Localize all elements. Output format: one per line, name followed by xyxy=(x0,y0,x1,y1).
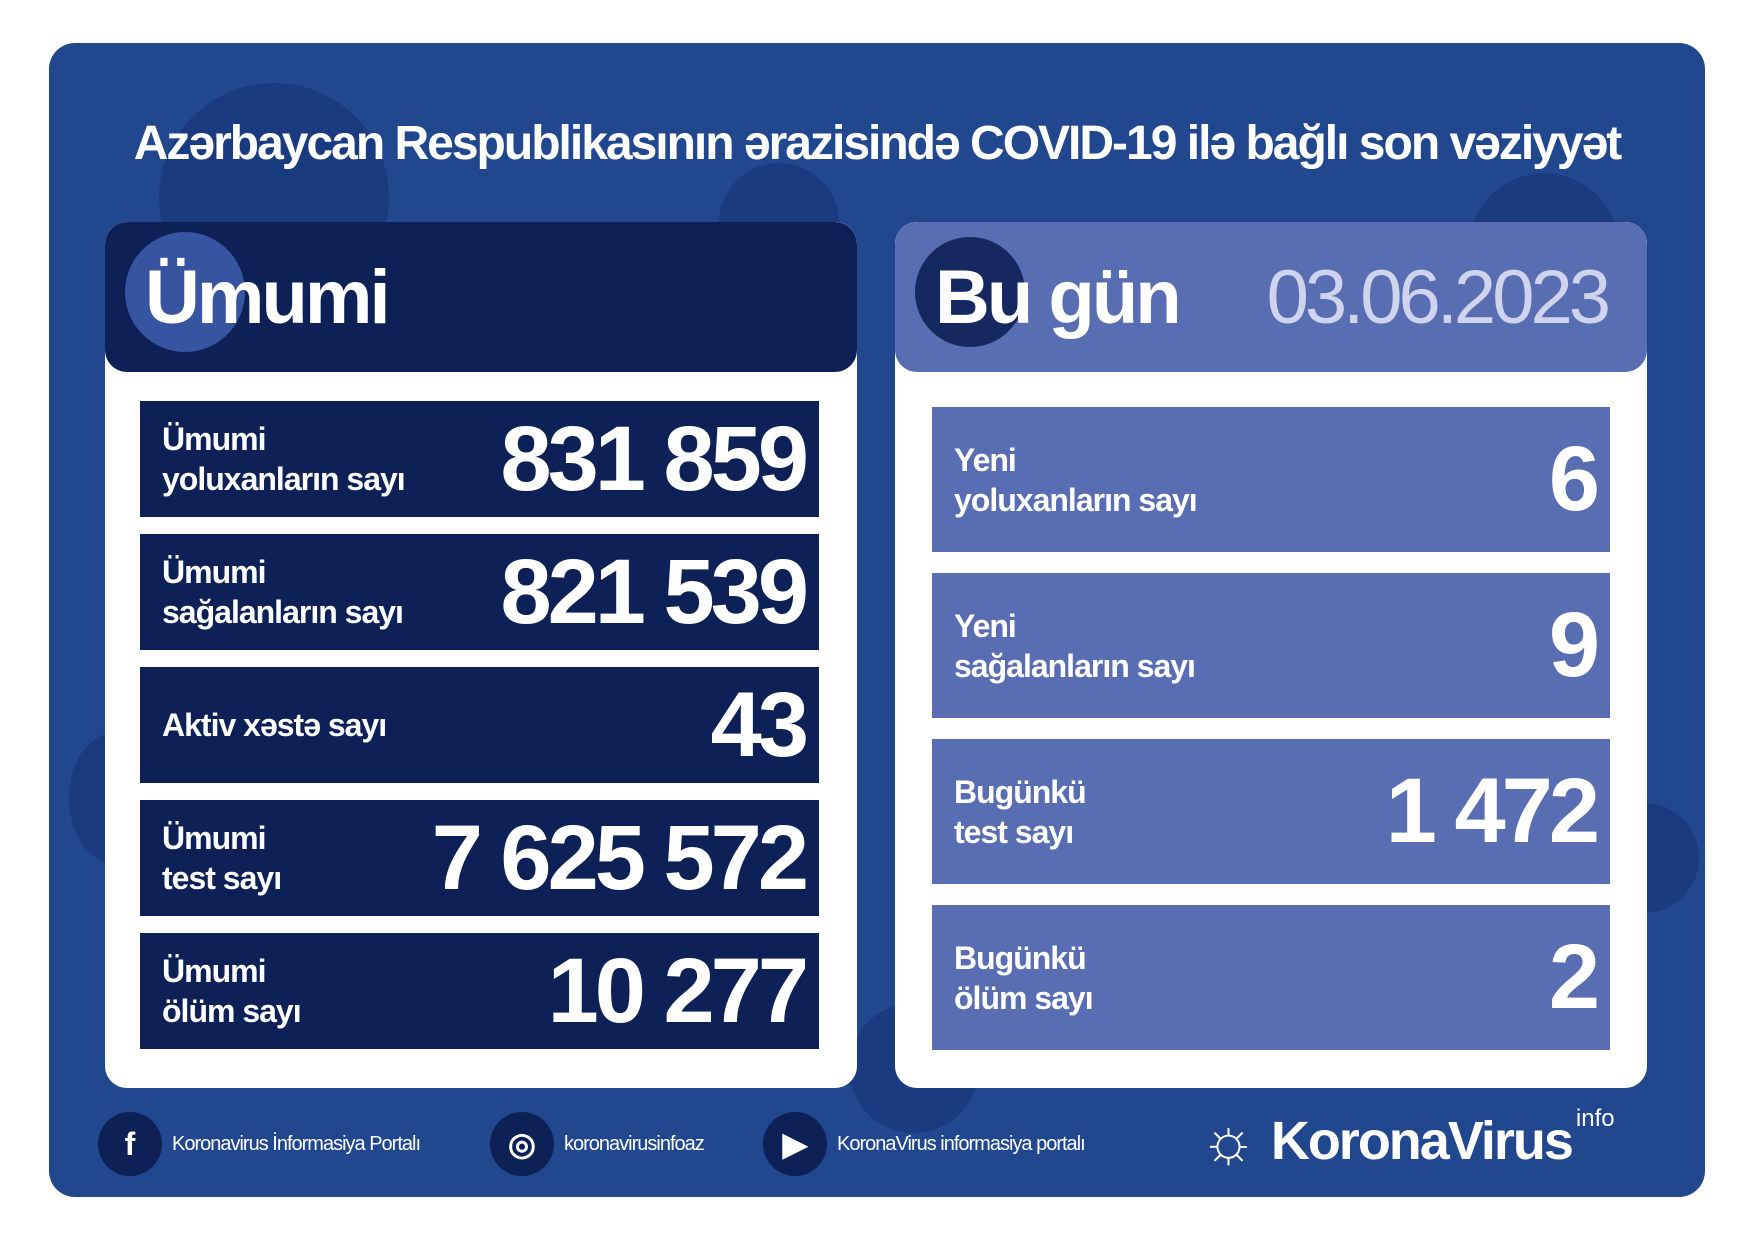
facebook-icon: f xyxy=(98,1112,162,1176)
date-label: 03.06.2023 xyxy=(1266,255,1611,340)
stat-row: Bugünkü ölüm sayı 2 xyxy=(932,905,1610,1050)
instagram-icon: ◎ xyxy=(490,1112,554,1176)
stat-row: Aktiv xəstə sayı 43 xyxy=(140,667,819,783)
stat-row: Ümumi yoluxanların sayı 831 859 xyxy=(140,401,819,517)
stat-row: Ümumi sağalanların sayı 821 539 xyxy=(140,534,819,650)
facebook-link[interactable]: f Koronavirus İnformasiya Portalı xyxy=(98,1112,421,1176)
stat-value: 831 859 xyxy=(500,407,809,510)
total-title: Ümumi xyxy=(145,255,391,340)
total-header: Ümumi xyxy=(105,222,857,372)
total-card: Ümumi Ümumi yoluxanların sayı 831 859 Ümum… xyxy=(105,222,857,1088)
sun-virus-icon: ☼ xyxy=(1200,1106,1257,1175)
stat-value: 6 xyxy=(1548,428,1600,530)
page-title: Azərbaycan Respublikasının ərazisində CO… xyxy=(133,117,1623,170)
stat-row: Ümumi test sayı 7 625 572 xyxy=(140,800,819,916)
stat-row: Yeni sağalanların sayı 9 xyxy=(932,573,1610,718)
stat-value: 7 625 572 xyxy=(431,806,809,909)
koronavirus-logo: ☼ KoronaVirus info xyxy=(1200,1105,1615,1175)
stat-value: 10 277 xyxy=(547,939,809,1042)
stat-row: Yeni yoluxanların sayı 6 xyxy=(932,407,1610,552)
instagram-link[interactable]: ◎ koronavirusinfoaz xyxy=(490,1112,705,1176)
stat-row: Bugünkü test sayı 1 472 xyxy=(932,739,1610,884)
virus-icon xyxy=(915,237,1025,347)
today-header: Bu gün 03.06.2023 xyxy=(895,222,1647,372)
stat-value: 2 xyxy=(1548,926,1600,1028)
stat-value: 43 xyxy=(710,673,809,776)
today-card: Bu gün 03.06.2023 Yeni yoluxanların sayı 6… xyxy=(895,222,1647,1088)
virus-icon xyxy=(125,232,245,352)
stat-row: Ümumi ölüm sayı 10 277 xyxy=(140,933,819,1049)
stat-value: 821 539 xyxy=(500,540,809,643)
youtube-link[interactable]: ▶ KoronaVirus informasiya portalı xyxy=(763,1112,1086,1176)
today-title: Bu gün xyxy=(935,255,1182,340)
youtube-icon: ▶ xyxy=(763,1112,827,1176)
stat-value: 9 xyxy=(1548,594,1600,696)
stat-value: 1 472 xyxy=(1385,760,1600,862)
